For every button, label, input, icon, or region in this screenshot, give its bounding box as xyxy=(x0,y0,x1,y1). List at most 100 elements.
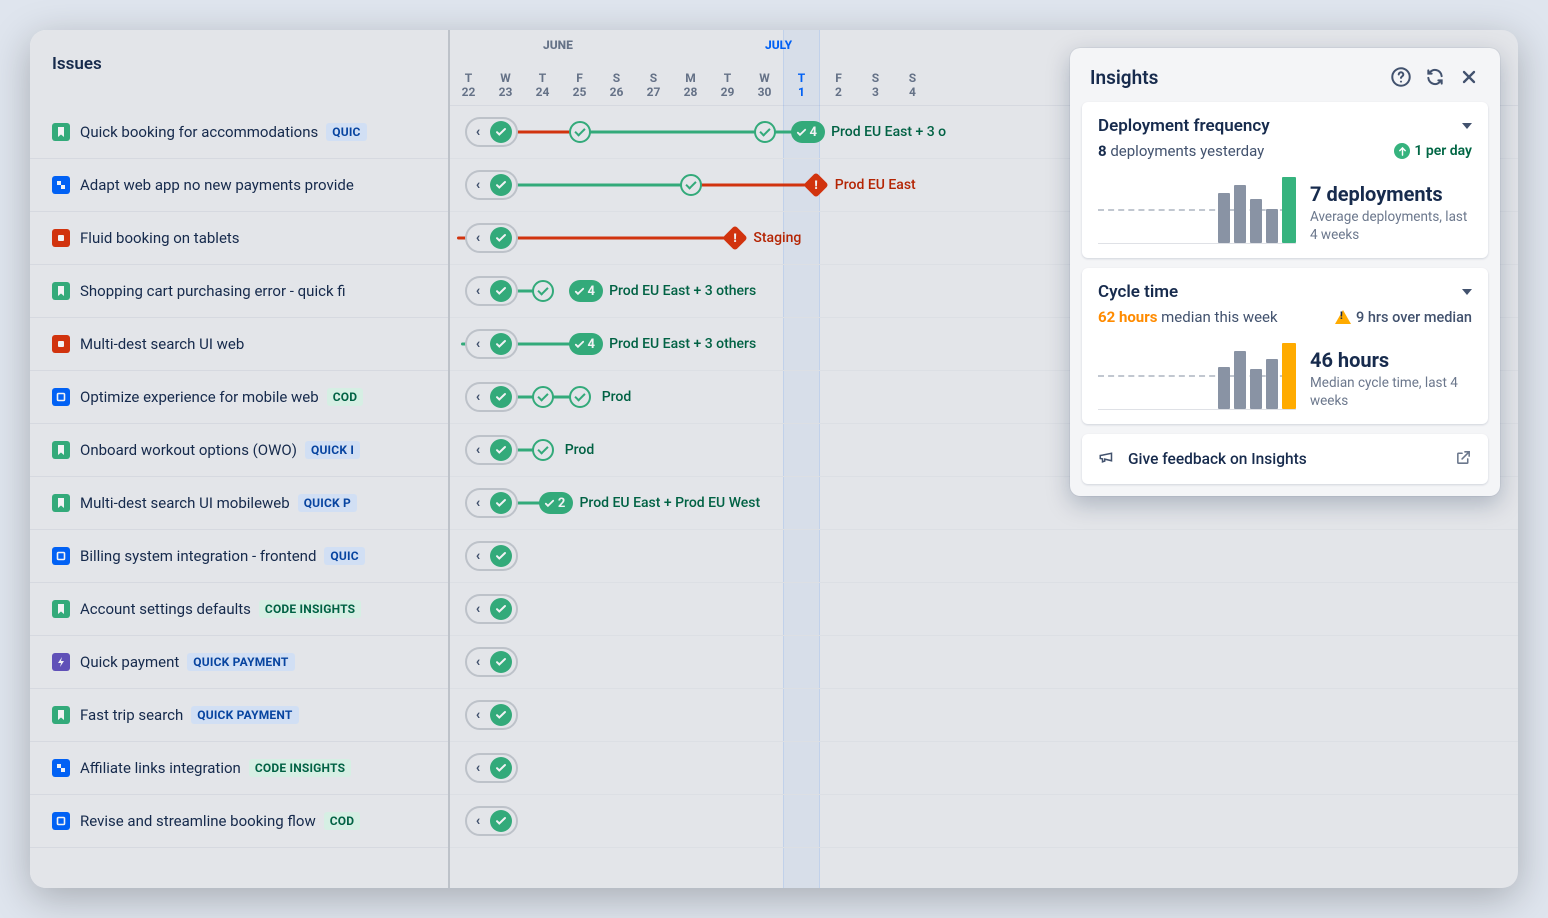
environment-label: Prod xyxy=(602,389,632,405)
deployment-frequency-card[interactable]: Deployment frequency 8 deployments yeste… xyxy=(1082,102,1488,258)
chevron-left-icon[interactable]: ‹ xyxy=(470,336,486,352)
close-icon[interactable] xyxy=(1456,64,1482,90)
issue-row[interactable]: Billing system integration - frontendQUI… xyxy=(30,530,448,583)
issue-row[interactable]: Account settings defaults CODE INSIGHTS xyxy=(30,583,448,636)
chevron-left-icon[interactable]: ‹ xyxy=(470,283,486,299)
issue-tag[interactable]: QUIC xyxy=(326,123,366,141)
issue-row[interactable]: Fluid booking on tablets xyxy=(30,212,448,265)
chevron-left-icon[interactable]: ‹ xyxy=(470,654,486,670)
deployment-pill[interactable]: ‹ xyxy=(465,488,518,518)
deployment-node[interactable] xyxy=(754,121,776,143)
issue-title: Optimize experience for mobile web xyxy=(80,388,319,406)
issue-tag[interactable]: COD xyxy=(327,388,364,406)
check-icon xyxy=(490,227,512,249)
deploy-card-title: Deployment frequency xyxy=(1098,116,1462,136)
deployment-count-badge[interactable]: 4 xyxy=(791,121,825,143)
day-header[interactable]: S4 xyxy=(894,30,931,105)
deployment-count-badge[interactable]: 4 xyxy=(569,333,603,355)
chevron-left-icon[interactable]: ‹ xyxy=(470,707,486,723)
chevron-left-icon[interactable]: ‹ xyxy=(470,813,486,829)
deployment-node[interactable] xyxy=(569,121,591,143)
chevron-left-icon[interactable]: ‹ xyxy=(470,760,486,776)
issue-row[interactable]: Fast trip searchQUICK PAYMENT xyxy=(30,689,448,742)
deployment-pill[interactable]: ‹ xyxy=(465,806,518,836)
deployment-pill[interactable]: ‹ xyxy=(465,382,518,412)
issue-row[interactable]: Affiliate links integration CODE INSIGHTS xyxy=(30,742,448,795)
deployment-pill[interactable]: ‹ xyxy=(465,170,518,200)
issue-title: Quick booking for accommodations xyxy=(80,123,318,141)
chevron-left-icon[interactable]: ‹ xyxy=(470,389,486,405)
issue-tag[interactable]: QUICK PAYMENT xyxy=(187,653,294,671)
deployment-node[interactable] xyxy=(532,439,554,461)
chevron-left-icon[interactable]: ‹ xyxy=(470,495,486,511)
environment-label: Prod EU East + Prod EU West xyxy=(580,495,761,511)
deploy-subtitle: 8 deployments yesterday xyxy=(1098,142,1394,160)
deployment-node[interactable] xyxy=(532,386,554,408)
issue-row[interactable]: Multi-dest search UI mobilewebQUICK P xyxy=(30,477,448,530)
timeline-segment xyxy=(506,184,691,187)
deployment-pill[interactable]: ‹ xyxy=(465,647,518,677)
issue-tag[interactable]: QUICK P xyxy=(298,494,357,512)
issue-title: Onboard workout options (OWO) xyxy=(80,441,297,459)
day-header[interactable]: W23 xyxy=(487,30,524,105)
deployment-pill[interactable]: ‹ xyxy=(465,541,518,571)
issue-row[interactable]: Quick booking for accommodations QUIC xyxy=(30,106,448,159)
deployment-pill[interactable]: ‹ xyxy=(465,117,518,147)
error-diamond-icon[interactable] xyxy=(722,225,747,250)
deployment-pill[interactable]: ‹ xyxy=(465,223,518,253)
day-header[interactable]: S3 xyxy=(857,30,894,105)
cycle-stat: 46 hours Median cycle time, last 4 weeks xyxy=(1310,348,1472,410)
deployment-pill[interactable]: ‹ xyxy=(465,594,518,624)
deployment-pill[interactable]: ‹ xyxy=(465,435,518,465)
issue-row[interactable]: Optimize experience for mobile web COD xyxy=(30,371,448,424)
issue-row[interactable]: Onboard workout options (OWO) QUICK I xyxy=(30,424,448,477)
issue-row[interactable]: Multi-dest search UI web xyxy=(30,318,448,371)
chevron-left-icon[interactable]: ‹ xyxy=(470,230,486,246)
issue-tag[interactable]: COD xyxy=(324,812,361,830)
issue-tag[interactable]: CODE INSIGHTS xyxy=(249,759,351,777)
day-header[interactable]: T22 xyxy=(450,30,487,105)
chevron-down-icon[interactable] xyxy=(1462,289,1472,295)
megaphone-icon xyxy=(1098,448,1116,470)
day-header[interactable]: F2 xyxy=(820,30,857,105)
environment-label: Prod EU East xyxy=(835,177,916,193)
issue-tag[interactable]: QUICK I xyxy=(305,441,360,459)
link-icon xyxy=(52,759,70,777)
help-icon[interactable] xyxy=(1388,64,1414,90)
issue-tag[interactable]: QUIC xyxy=(324,547,364,565)
issue-row[interactable]: Revise and streamline booking flowCOD xyxy=(30,795,448,848)
chevron-left-icon[interactable]: ‹ xyxy=(470,124,486,140)
deployment-pill[interactable]: ‹ xyxy=(465,276,518,306)
deployment-node[interactable] xyxy=(532,280,554,302)
issue-row[interactable]: Adapt web app no new payments provide xyxy=(30,159,448,212)
chevron-left-icon[interactable]: ‹ xyxy=(470,548,486,564)
task-icon xyxy=(52,388,70,406)
chevron-down-icon[interactable] xyxy=(1462,123,1472,129)
day-header[interactable]: T29 xyxy=(709,30,746,105)
chevron-left-icon[interactable]: ‹ xyxy=(470,177,486,193)
deployment-count-badge[interactable]: 4 xyxy=(569,280,603,302)
issue-row[interactable]: Shopping cart purchasing error - quick f… xyxy=(30,265,448,318)
day-header[interactable]: S26 xyxy=(598,30,635,105)
deployment-pill[interactable]: ‹ xyxy=(465,329,518,359)
chevron-left-icon[interactable]: ‹ xyxy=(470,442,486,458)
deployment-count-badge[interactable]: 2 xyxy=(539,492,573,514)
chevron-left-icon[interactable]: ‹ xyxy=(470,601,486,617)
refresh-icon[interactable] xyxy=(1422,64,1448,90)
environment-label: Prod EU East + 3 o xyxy=(831,124,946,140)
deployment-pill[interactable]: ‹ xyxy=(465,700,518,730)
error-diamond-icon[interactable] xyxy=(804,172,829,197)
issue-title: Account settings defaults xyxy=(80,600,251,618)
deploy-stat: 7 deployments Average deployments, last … xyxy=(1310,182,1472,244)
deployment-node[interactable] xyxy=(680,174,702,196)
cycle-time-card[interactable]: Cycle time 62 hours median this week 9 h… xyxy=(1082,268,1488,424)
deployment-pill[interactable]: ‹ xyxy=(465,753,518,783)
day-header[interactable]: S27 xyxy=(635,30,672,105)
issue-title: Affiliate links integration xyxy=(80,759,241,777)
feedback-link[interactable]: Give feedback on Insights xyxy=(1082,434,1488,484)
deployment-node[interactable] xyxy=(569,386,591,408)
issue-tag[interactable]: QUICK PAYMENT xyxy=(191,706,298,724)
issue-row[interactable]: Quick paymentQUICK PAYMENT xyxy=(30,636,448,689)
issue-tag[interactable]: CODE INSIGHTS xyxy=(259,600,361,618)
day-header[interactable]: M28 xyxy=(672,30,709,105)
